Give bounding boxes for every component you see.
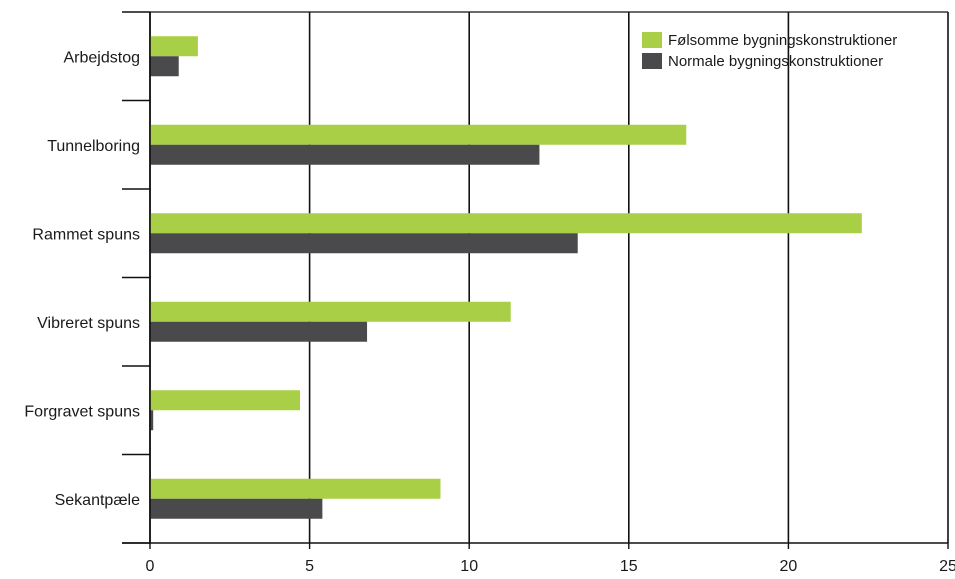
category-label-1: Tunnelboring — [47, 138, 140, 155]
grid-lines — [149, 11, 949, 543]
bars — [150, 36, 862, 519]
x-tick-label-2: 10 — [460, 558, 478, 575]
bar-folsomme-4 — [150, 390, 301, 411]
axes: 0 5 10 15 20 25 Arbejdstog Tunnelboring Rammet s… — [24, 11, 955, 575]
bar-folsomme-1 — [150, 124, 687, 145]
bar-normale-4 — [150, 410, 154, 431]
category-label-3: Vibreret spuns — [37, 315, 140, 332]
bar-normale-5 — [150, 498, 323, 519]
bar-folsomme-2 — [150, 213, 862, 234]
legend: Følsomme bygningskonstruktioner Normale b… — [642, 32, 897, 70]
bar-folsomme-5 — [150, 478, 441, 499]
legend-label-1: Normale bygningskonstruktioner — [668, 53, 883, 70]
bar-folsomme-0 — [150, 36, 198, 57]
bar-folsomme-3 — [150, 301, 511, 322]
bar-normale-3 — [150, 321, 368, 342]
category-label-0: Arbejdstog — [64, 49, 141, 66]
category-label-2: Rammet spuns — [32, 226, 140, 243]
category-label-5: Sekantpæle — [55, 492, 140, 509]
x-tick-label-5: 25 — [939, 558, 955, 575]
x-tick-label-1: 5 — [305, 558, 314, 575]
x-tick-label-4: 20 — [780, 558, 798, 575]
category-label-4: Forgravet spuns — [24, 403, 140, 420]
x-tick-label-0: 0 — [146, 558, 155, 575]
legend-swatch-0 — [642, 32, 662, 48]
bar-normale-1 — [150, 144, 540, 165]
bar-normale-0 — [150, 56, 179, 77]
bar-normale-2 — [150, 233, 578, 254]
legend-swatch-1 — [642, 53, 662, 69]
x-tick-label-3: 15 — [620, 558, 638, 575]
legend-label-0: Følsomme bygningskonstruktioner — [668, 32, 897, 49]
